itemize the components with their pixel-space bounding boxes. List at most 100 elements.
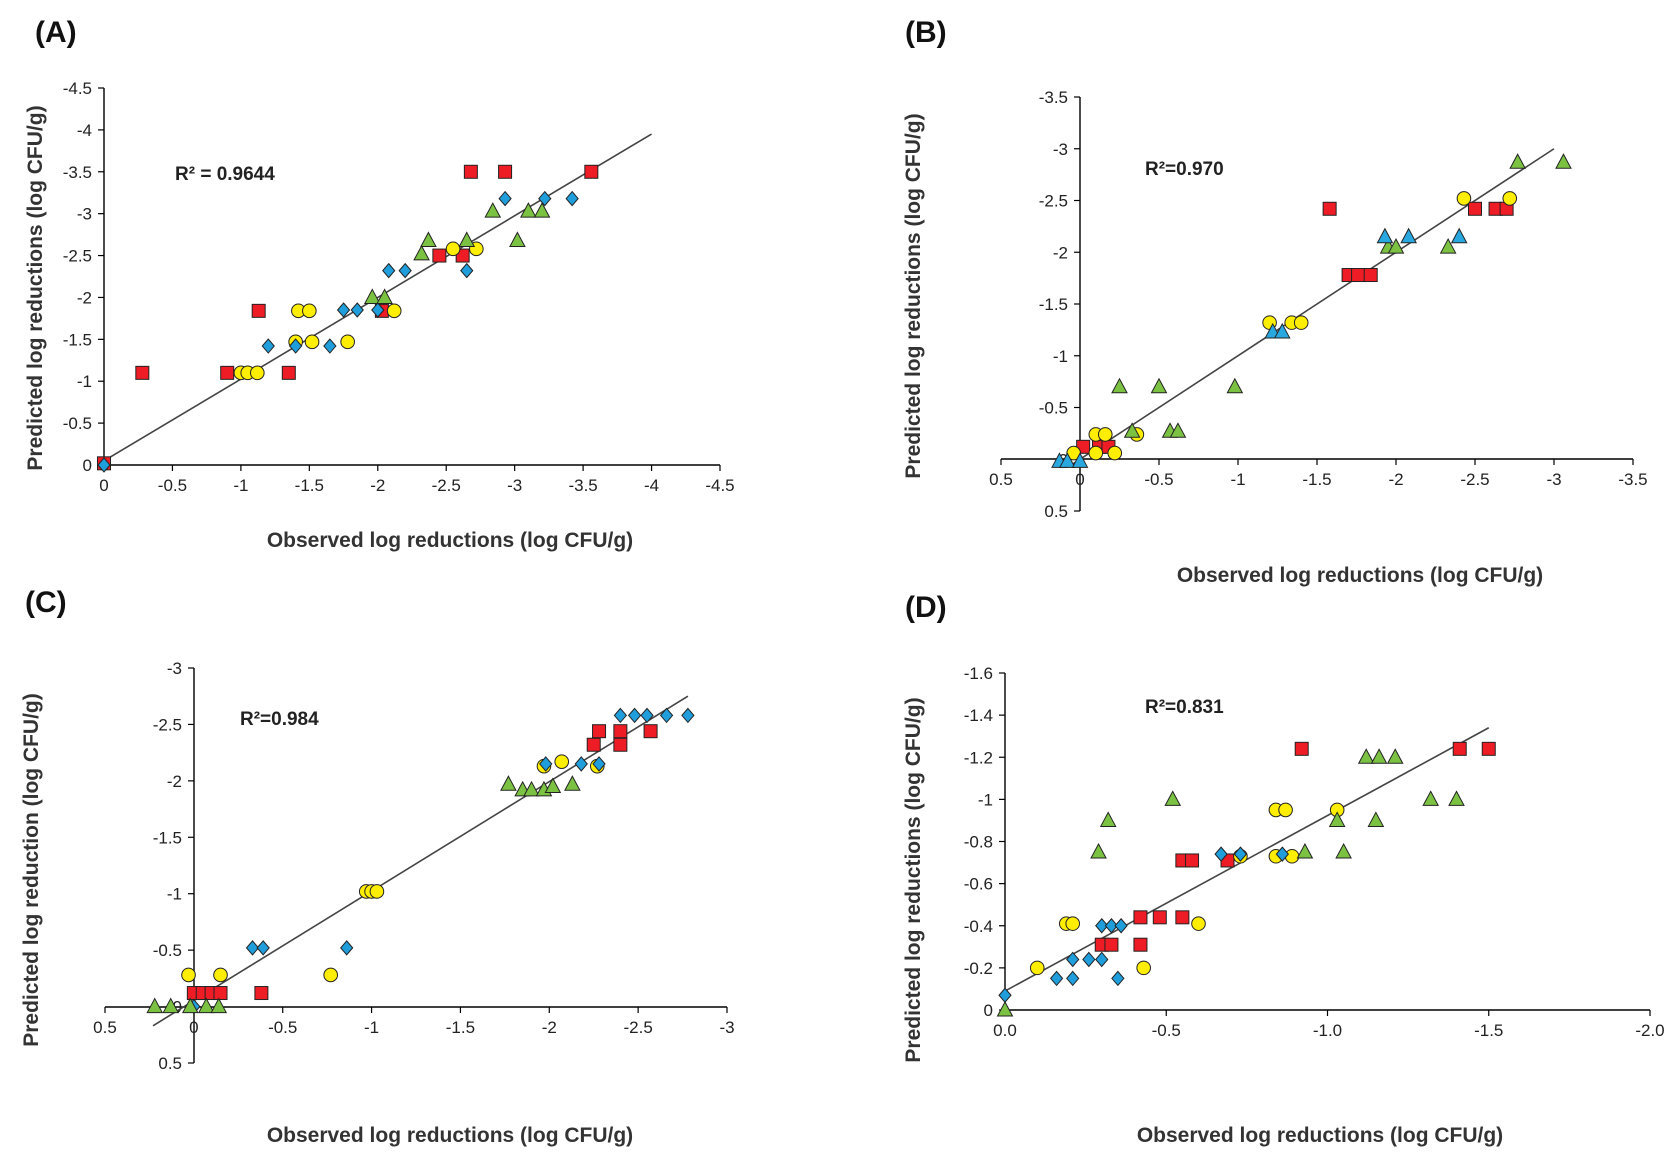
y-tick-label-b: 0.5 [1044,502,1068,521]
r2-label-d: R²=0.831 [1145,697,1224,718]
point-circle-b [1097,427,1113,442]
point-diamond-d [998,987,1012,1004]
point-circle-c [369,884,385,899]
point-triangle-d [1328,811,1346,827]
point-square-a [251,303,266,318]
point-triangle-b [1555,153,1572,169]
y-tick-label-a: -1 [77,372,92,391]
point-circle-c [323,967,338,983]
point-circle-d [1284,848,1300,864]
panel-label-c: (C) [25,586,67,619]
axes-b: 0.50-0.5-1-1.5-2-2.5-3-3.50.50-0.5-1-1.5… [989,88,1647,521]
point-square-a [498,164,513,179]
point-diamond-a [382,262,396,279]
y-tick-label-c: 0 [173,998,182,1017]
point-triangle-a [376,288,393,304]
y-tick-label-d: -1.2 [964,748,993,767]
point-triangle-b [1273,322,1291,339]
point-square-a [220,365,235,380]
point-circle-b [1088,445,1104,461]
point-diamond-a [288,338,303,354]
point-triangle-c [197,997,215,1014]
point-triangle-a [458,231,476,247]
x-tick-label-b: 0 [1075,470,1084,489]
y-tick-label-c: -1.5 [153,828,182,847]
point-circle-a [445,241,461,257]
y-tick-label-a: -0.5 [63,414,92,433]
point-circle-a [304,334,320,350]
y-tick-label-d: -0.4 [964,917,993,936]
y-axis-title-b: Predicted log reductions (log CFU/g) [902,113,925,478]
point-square-d [1104,937,1119,952]
point-triangle-d [1386,748,1404,764]
point-diamond-a [350,302,364,318]
fit-line-c [152,695,689,1027]
x-tick-label-d: -1.0 [1313,1021,1342,1040]
x-tick-label-d: 0.0 [993,1021,1017,1040]
x-tick-label-d: -1.5 [1474,1021,1503,1040]
y-tick-label-b: -3.5 [1039,88,1068,107]
point-triangle-b [1400,227,1417,244]
x-tick-label-b: -2 [1388,470,1403,489]
point-square-d [1175,910,1190,925]
point-triangle-b [1169,422,1187,438]
point-diamond-c [613,707,628,724]
point-triangle-d [1164,790,1182,806]
point-diamond-c [592,756,606,772]
point-square-d [1152,910,1167,925]
point-diamond-d [1275,846,1290,862]
y-tick-label-d: 0 [984,1001,993,1020]
point-triangle-a [484,202,502,218]
point-circle-d [1029,960,1045,976]
y-tick-label-c: -3 [167,659,182,678]
x-axis-title-a: Observed log reductions (log CFU/g) [267,529,633,552]
point-diamond-a [538,190,552,207]
point-square-c [586,737,601,752]
axes-a: 0 -0.5 -1 -1.5 -2 -2.5 -3 -3.5 -4 -4.5 0 -0.5 -1 -1.5… [63,79,735,495]
point-triangle-c [210,997,228,1014]
y-tick-label-b: -1.5 [1039,295,1068,314]
point-diamond-c [627,707,642,724]
point-triangle-d [1422,790,1440,806]
point-diamond-d [1049,970,1064,987]
x-tick-label-c: -1 [364,1018,379,1037]
point-diamond-d [1066,970,1080,987]
y-tick-label-a: -1.5 [63,330,92,349]
point-triangle-b [1123,422,1141,438]
point-triangle-b [1450,227,1468,244]
point-diamond-d [1114,917,1128,934]
x-tick-label-c: -2.5 [623,1018,652,1037]
point-triangle-b [1387,238,1405,254]
point-square-d [1185,853,1200,868]
point-circle-a [386,303,402,319]
point-diamond-c [245,940,260,956]
y-tick-label-a: -4.5 [63,79,92,98]
panel-label-a: (A) [35,16,77,49]
axes-d: 0.0 -0.5 -1.0 -1.5 -2.0 0 -0.2 -0.4 -0.6 -0.8 -1 -1… [964,664,1665,1040]
point-diamond-a [261,338,275,354]
point-triangle-d [1370,748,1388,764]
point-diamond-d [1214,846,1228,862]
r2-label-b: R²=0.970 [1145,159,1224,180]
points-d [996,741,1496,1017]
point-triangle-b [1226,377,1244,394]
point-diamond-a [460,262,474,279]
point-diamond-c [256,940,270,956]
x-tick-label-b: -0.5 [1144,470,1173,489]
point-square-c [613,737,628,752]
point-triangle-d [1099,811,1117,827]
point-square-b [1468,201,1482,216]
points-c [146,707,695,1015]
x-tick-label-a: -2 [370,476,385,495]
y-tick-label-a: -4 [77,121,92,140]
y-tick-label-c: -2.5 [153,715,182,734]
point-triangle-c [146,997,164,1014]
x-axis-title-d: Observed log reductions (log CFU/g) [1137,1124,1503,1147]
y-tick-label-b: -2.5 [1039,192,1068,211]
point-diamond-c [340,940,354,956]
point-circle-c [181,967,196,983]
points-a [97,164,599,473]
point-circle-d [1065,916,1081,931]
point-circle-d [1136,960,1151,976]
x-tick-label-a: -4 [644,476,659,495]
